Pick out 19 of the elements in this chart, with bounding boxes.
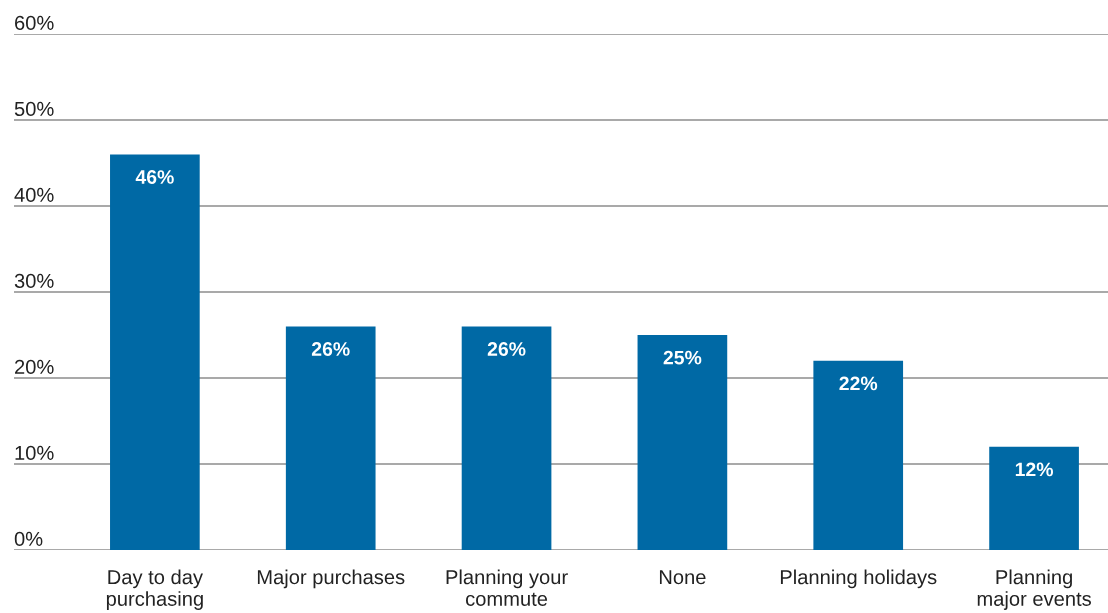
x-tick-label: None: [659, 570, 706, 585]
data-label: 46%: [135, 170, 174, 184]
data-label: 25%: [663, 350, 702, 365]
data-label: 26%: [311, 342, 350, 356]
x-tick-label: Planning major events: [977, 569, 1091, 610]
y-tick-label: 40%: [14, 187, 54, 203]
y-tick-label: 30%: [14, 273, 54, 289]
data-label: 26%: [487, 342, 526, 356]
x-tick-label: Planning your commute: [446, 569, 568, 606]
y-tick-label: 60%: [15, 15, 54, 31]
data-label: 22%: [839, 376, 878, 391]
y-tick-label: 50%: [14, 101, 54, 117]
y-tick-label: 10%: [15, 445, 54, 461]
x-tick-label: Day to day purchasing: [106, 569, 203, 610]
y-tick-label: 0%: [14, 531, 43, 547]
data-label: 12%: [1015, 462, 1054, 477]
y-tick-label: 20%: [15, 359, 54, 375]
x-tick-label: Planning holidays: [780, 569, 937, 589]
x-tick-label: Major purchases: [257, 569, 405, 589]
